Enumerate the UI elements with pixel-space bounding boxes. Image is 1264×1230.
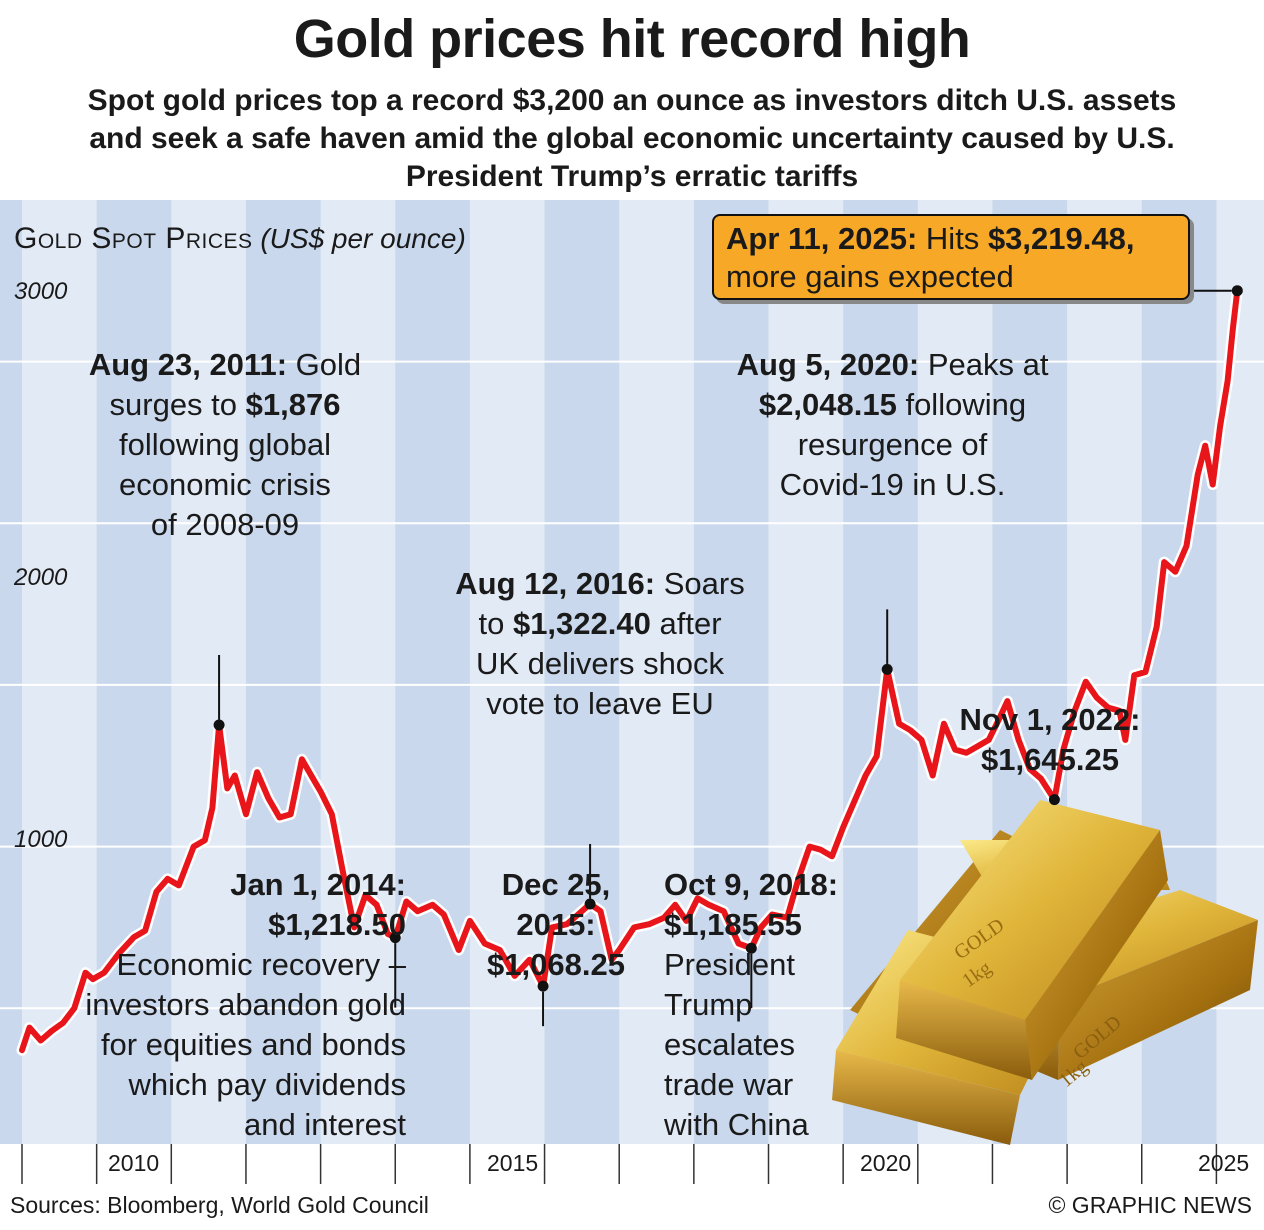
x-tick-label: 2015 (487, 1150, 539, 1176)
annotation-dot (745, 942, 757, 954)
price-line (19, 287, 1241, 1054)
chart-title: Gold Spot Prices (14, 222, 253, 255)
year-band (320, 200, 396, 1144)
annotation-2020: Aug 5, 2020: Peaks at $2,048.15 followin… (736, 347, 1049, 502)
year-band (768, 200, 844, 1144)
annotation-2015: Dec 25, 2015: $1,068.25 (487, 867, 625, 982)
chart-unit: (US$ per ounce) (260, 223, 466, 254)
gold-price-chart: GOLD 1kg GOLD 1kg (0, 200, 1264, 1184)
y-tick-label: 2000 (14, 564, 68, 591)
annotation-2011: Aug 23, 2011: Gold surges to $1,876 foll… (88, 347, 362, 542)
annotation-2016: Aug 12, 2016: Soars to $1,322.40 after U… (455, 566, 745, 721)
y-tick-label: 3000 (14, 278, 68, 305)
year-band (171, 200, 246, 1144)
credit-footer: © GRAPHIC NEWS (1048, 1192, 1252, 1218)
annotation-dot (213, 719, 225, 731)
annotation-dot (584, 898, 596, 910)
x-axis-strip (0, 1144, 1264, 1184)
annotation-dot (1048, 794, 1060, 806)
annotation-2018: Oct 9, 2018: $1,185.55 President Trump e… (664, 867, 839, 1142)
year-band (619, 200, 694, 1144)
x-tick-label: 2010 (108, 1150, 160, 1176)
annotation-2022: Nov 1, 2022: $1,645.25 (959, 702, 1141, 777)
y-tick-label: 1000 (14, 826, 68, 853)
annotation-dot (537, 980, 549, 992)
chart-area: GOLD 1kg GOLD 1kg Gold Spot Prices (US$ … (0, 200, 1264, 1184)
page-subtitle: Spot gold prices top a record $3,200 an … (87, 84, 1177, 193)
page-title: Gold prices hit record high (293, 9, 971, 69)
annotation-2014: Jan 1, 2014: $1,218.50 Economic recovery… (85, 867, 406, 1142)
annotation-dot (1231, 285, 1243, 297)
sources-footer: Sources: Bloomberg, World Gold Council (10, 1192, 429, 1218)
latest-price-callout: Apr 11, 2025: Hits $3,219.48, more gains… (712, 214, 1190, 300)
year-band (469, 200, 545, 1144)
x-tick-label: 2020 (860, 1150, 912, 1176)
chart-header: Gold Spot Prices (US$ per ounce) (14, 222, 466, 256)
annotation-dot (389, 932, 401, 944)
annotation-dot (881, 663, 893, 675)
x-tick-label: 2025 (1198, 1150, 1250, 1176)
